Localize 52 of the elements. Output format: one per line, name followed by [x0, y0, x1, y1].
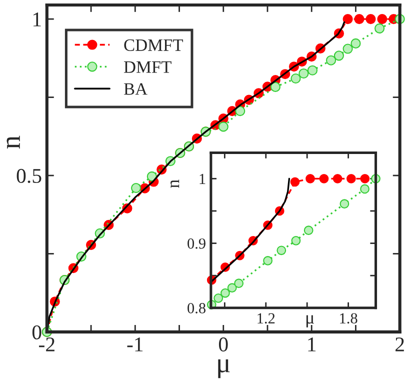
x-tick-label: 1.8	[340, 313, 358, 324]
point	[235, 106, 246, 116]
x-axis-title: μ	[306, 315, 314, 328]
point	[220, 288, 230, 298]
y-axis-title: n	[6, 136, 20, 149]
point	[214, 294, 224, 303]
point	[377, 14, 388, 24]
point	[332, 174, 342, 184]
y-tick-label: 0.9	[188, 238, 206, 249]
point	[227, 283, 237, 293]
x-axis-title: μ	[218, 359, 230, 378]
point	[234, 278, 244, 288]
point	[276, 246, 286, 256]
point	[350, 38, 361, 48]
x-tick-label: 2	[396, 337, 404, 352]
point	[304, 226, 314, 236]
y-tick-label: 0.5	[16, 168, 42, 184]
y-tick-label: 0.8	[188, 303, 206, 314]
x-tick-label: -1	[127, 338, 143, 352]
point	[218, 122, 228, 132]
point	[307, 65, 318, 76]
point	[131, 182, 142, 194]
point	[334, 50, 344, 61]
point	[340, 199, 350, 209]
x-tick-label: 1.2	[258, 313, 275, 324]
x-tick-label: 1	[308, 338, 316, 352]
x-tick-label: 0	[218, 337, 228, 352]
point	[290, 177, 300, 187]
legend-label: CDMFT	[124, 39, 184, 51]
point	[374, 23, 385, 34]
legend-label: BA	[124, 83, 148, 95]
legend-label: DMFT	[124, 61, 172, 73]
point	[342, 44, 353, 54]
y-tick-label: 0	[32, 325, 42, 340]
point	[326, 55, 336, 66]
point	[263, 256, 272, 266]
point	[342, 14, 353, 24]
point	[366, 14, 376, 24]
y-tick-label: 1	[33, 12, 41, 26]
point	[290, 73, 301, 84]
point	[291, 236, 301, 246]
x-tick-label: -2	[39, 337, 54, 352]
point	[306, 174, 315, 184]
point	[360, 174, 370, 184]
point	[360, 184, 370, 194]
point	[270, 82, 280, 92]
y-axis-title: n	[170, 180, 180, 188]
point	[346, 174, 356, 184]
point	[298, 68, 309, 79]
y-tick-label: 1	[200, 174, 206, 184]
point	[319, 174, 329, 184]
point	[354, 14, 364, 24]
